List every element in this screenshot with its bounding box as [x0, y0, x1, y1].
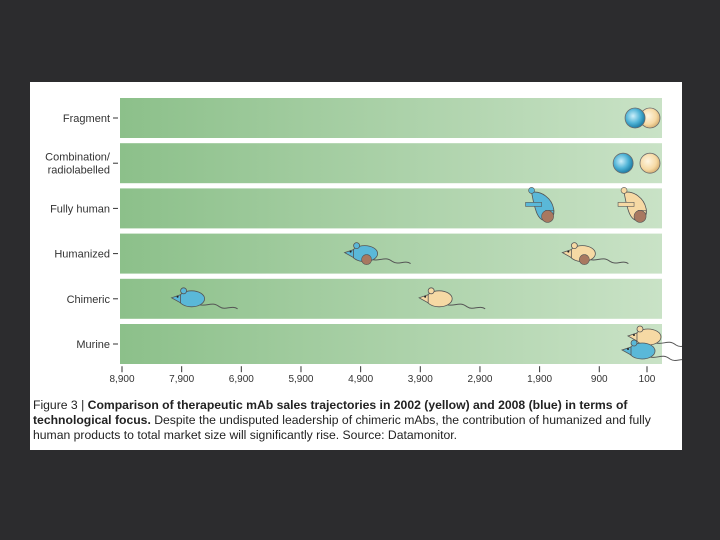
row-band	[120, 278, 662, 319]
figure-caption: Figure 3 | Comparison of therapeutic mAb…	[33, 398, 673, 443]
blue-marker-fully-human	[525, 187, 555, 223]
x-tick-label: 100	[639, 374, 656, 385]
row-band	[120, 143, 662, 184]
x-tick-label: 7,900	[169, 374, 194, 385]
caption-body: Despite the undisputed leadership of chi…	[33, 413, 651, 442]
category-label: Combination/radiolabelled	[45, 152, 111, 177]
blue-marker-fragment	[624, 107, 646, 129]
x-tick-label: 6,900	[229, 374, 254, 385]
figure-panel: Fragment Combination/radiolabelled Fully h…	[30, 82, 682, 450]
blue-marker-murine	[621, 339, 682, 361]
row-band	[120, 324, 662, 364]
x-tick-label: 1,900	[527, 374, 552, 385]
x-tick-label: 900	[591, 374, 608, 385]
caption-figure-label: Figure 3 |	[33, 398, 88, 412]
chart: Fragment Combination/radiolabelled Fully h…	[45, 98, 682, 385]
x-tick-label: 8,900	[109, 374, 134, 385]
yellow-marker-fully-human	[617, 187, 647, 223]
category-label: Humanized	[54, 249, 110, 261]
blue-marker-humanized	[343, 242, 411, 265]
blue-marker-chimeric	[170, 287, 238, 310]
category-label: Fragment	[63, 113, 110, 125]
x-tick-label: 5,900	[288, 374, 313, 385]
row-band	[120, 98, 662, 138]
x-tick-label: 2,900	[467, 374, 492, 385]
x-tick-label: 4,900	[348, 374, 373, 385]
yellow-marker-humanized	[561, 242, 629, 265]
row-band	[120, 188, 662, 229]
x-tick-label: 3,900	[408, 374, 433, 385]
category-label: Fully human	[50, 203, 110, 215]
category-label: Chimeric	[67, 294, 111, 306]
yellow-marker-chimeric	[418, 287, 486, 310]
category-label: Murine	[76, 339, 110, 351]
caption-title: Comparison of therapeutic mAb sales traj…	[33, 398, 628, 427]
yellow-marker-combination-radiolabelled	[639, 152, 661, 174]
blue-marker-combination-radiolabelled	[612, 152, 634, 174]
